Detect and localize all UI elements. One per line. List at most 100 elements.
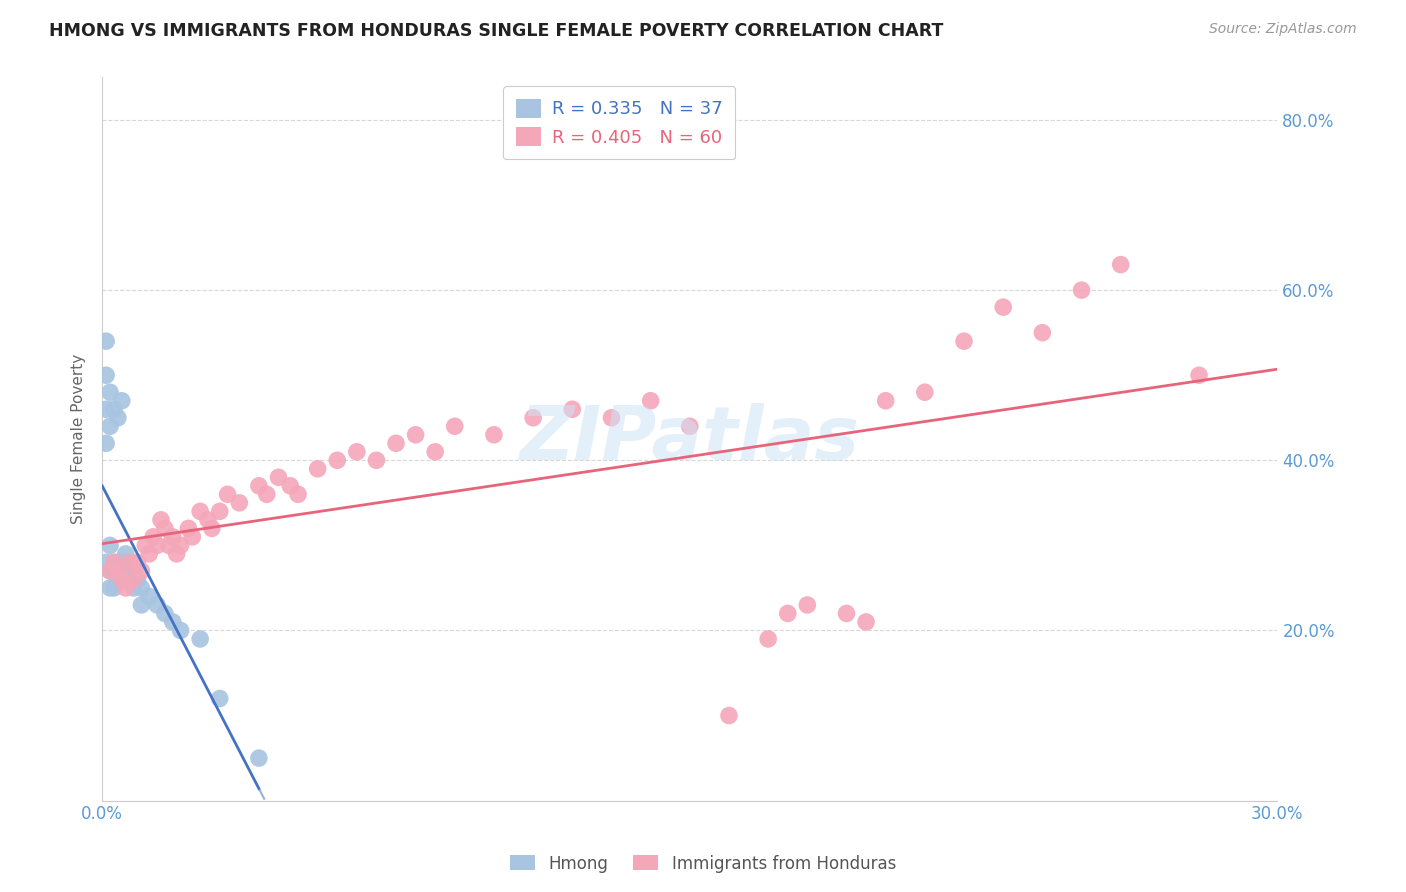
- Point: [131, 564, 153, 578]
- Point: [855, 615, 877, 629]
- Point: [94, 555, 117, 569]
- Point: [98, 581, 121, 595]
- Point: [142, 530, 165, 544]
- Point: [247, 751, 270, 765]
- Point: [118, 555, 141, 569]
- Point: [138, 590, 160, 604]
- Point: [405, 427, 427, 442]
- Point: [94, 436, 117, 450]
- Point: [107, 564, 129, 578]
- Point: [169, 538, 191, 552]
- Point: [679, 419, 702, 434]
- Point: [1070, 283, 1092, 297]
- Point: [153, 607, 176, 621]
- Point: [114, 547, 136, 561]
- Point: [114, 581, 136, 595]
- Point: [796, 598, 818, 612]
- Point: [346, 444, 368, 458]
- Point: [366, 453, 388, 467]
- Point: [561, 402, 583, 417]
- Point: [98, 564, 121, 578]
- Point: [94, 368, 117, 383]
- Point: [600, 410, 623, 425]
- Point: [326, 453, 349, 467]
- Point: [197, 513, 219, 527]
- Text: HMONG VS IMMIGRANTS FROM HONDURAS SINGLE FEMALE POVERTY CORRELATION CHART: HMONG VS IMMIGRANTS FROM HONDURAS SINGLE…: [49, 22, 943, 40]
- Point: [267, 470, 290, 484]
- Point: [98, 538, 121, 552]
- Point: [166, 547, 188, 561]
- Point: [103, 555, 125, 569]
- Legend: Hmong, Immigrants from Honduras: Hmong, Immigrants from Honduras: [503, 848, 903, 880]
- Point: [134, 538, 156, 552]
- Text: Source: ZipAtlas.com: Source: ZipAtlas.com: [1209, 22, 1357, 37]
- Point: [103, 402, 125, 417]
- Point: [247, 479, 270, 493]
- Point: [107, 410, 129, 425]
- Point: [1109, 258, 1132, 272]
- Text: ZIPatlas: ZIPatlas: [520, 402, 860, 475]
- Point: [111, 573, 134, 587]
- Point: [278, 479, 301, 493]
- Point: [188, 632, 211, 646]
- Y-axis label: Single Female Poverty: Single Female Poverty: [72, 354, 86, 524]
- Point: [114, 564, 136, 578]
- Point: [482, 427, 505, 442]
- Point: [208, 504, 231, 518]
- Point: [149, 513, 172, 527]
- Point: [228, 496, 250, 510]
- Point: [522, 410, 544, 425]
- Point: [181, 530, 204, 544]
- Point: [307, 462, 329, 476]
- Point: [256, 487, 278, 501]
- Point: [146, 598, 169, 612]
- Point: [131, 598, 153, 612]
- Point: [98, 385, 121, 400]
- Point: [756, 632, 779, 646]
- Point: [177, 521, 200, 535]
- Point: [127, 573, 149, 587]
- Point: [835, 607, 858, 621]
- Point: [146, 538, 169, 552]
- Point: [162, 530, 184, 544]
- Point: [107, 555, 129, 569]
- Point: [953, 334, 976, 348]
- Point: [103, 581, 125, 595]
- Point: [111, 393, 134, 408]
- Point: [169, 624, 191, 638]
- Point: [98, 419, 121, 434]
- Point: [131, 581, 153, 595]
- Point: [138, 547, 160, 561]
- Point: [162, 615, 184, 629]
- Point: [993, 300, 1015, 314]
- Point: [122, 573, 145, 587]
- Legend: R = 0.335   N = 37, R = 0.405   N = 60: R = 0.335 N = 37, R = 0.405 N = 60: [503, 87, 735, 160]
- Point: [385, 436, 408, 450]
- Point: [94, 402, 117, 417]
- Point: [443, 419, 465, 434]
- Point: [122, 564, 145, 578]
- Point: [1031, 326, 1053, 340]
- Point: [103, 564, 125, 578]
- Point: [127, 555, 149, 569]
- Point: [107, 573, 129, 587]
- Point: [122, 581, 145, 595]
- Point: [153, 521, 176, 535]
- Point: [157, 538, 180, 552]
- Point: [188, 504, 211, 518]
- Point: [217, 487, 239, 501]
- Point: [717, 708, 740, 723]
- Point: [111, 573, 134, 587]
- Point: [118, 573, 141, 587]
- Point: [111, 555, 134, 569]
- Point: [1188, 368, 1211, 383]
- Point: [640, 393, 662, 408]
- Point: [201, 521, 224, 535]
- Point: [425, 444, 447, 458]
- Point: [98, 564, 121, 578]
- Point: [103, 555, 125, 569]
- Point: [776, 607, 799, 621]
- Point: [287, 487, 309, 501]
- Point: [875, 393, 897, 408]
- Point: [94, 334, 117, 348]
